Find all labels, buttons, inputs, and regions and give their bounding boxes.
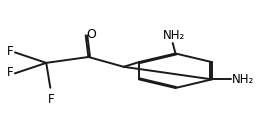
Text: NH₂: NH₂ xyxy=(163,29,185,42)
Text: F: F xyxy=(7,45,14,58)
Text: NH₂: NH₂ xyxy=(232,73,255,86)
Text: O: O xyxy=(87,28,97,41)
Text: F: F xyxy=(48,93,55,106)
Text: F: F xyxy=(7,66,14,79)
